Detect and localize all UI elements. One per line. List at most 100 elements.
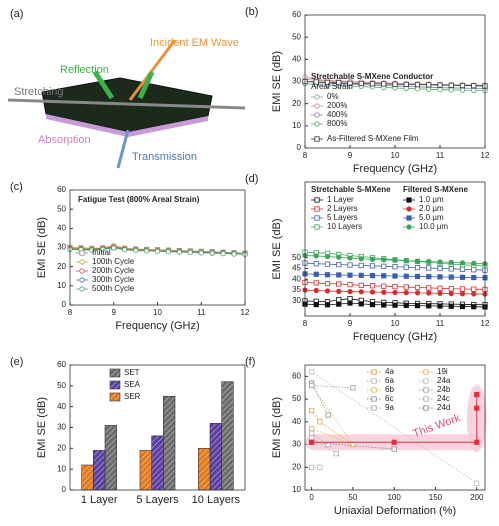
y-axis-label: EMI SE (dB) [36,397,48,458]
marker [187,249,193,256]
marker [381,81,387,87]
marker [309,426,315,432]
marker [459,266,466,272]
marker [309,439,315,445]
plot-frame [304,181,486,317]
y-tick-label: 40 [57,402,66,411]
marker [426,290,432,296]
marker [371,405,377,411]
marker [313,301,319,308]
marker [448,266,454,272]
marker [314,103,320,109]
legend-label: 2.0 µm [419,204,444,213]
marker [358,256,364,262]
y-tick-label: 50 [292,32,301,41]
y-tick-label: 50 [292,394,301,403]
marker [406,215,412,221]
marker [133,247,139,254]
marker [314,197,320,203]
marker [314,215,320,221]
marker [414,82,421,88]
marker [313,79,319,85]
y-tick-label: 30 [57,423,66,432]
marker [347,262,353,268]
marker [336,261,342,268]
marker [426,265,432,271]
marker [437,87,443,93]
transmission-label: Transmission [132,151,197,163]
marker [350,385,356,391]
y-axis-label: EMI SE (dB) [271,51,283,112]
y-tick-label: 60 [57,360,66,369]
bar [209,423,222,491]
marker [324,302,331,308]
legend-label: 200% [327,101,347,110]
marker [426,303,432,309]
legend-label: 24c [437,394,450,403]
y-tick-label: 40 [292,274,301,283]
reflection-arrow [137,70,155,100]
y-axis-label: EMI SE (dB) [36,217,48,278]
incident-label: Incident EM Wave [150,37,239,49]
x-tick-label: 8 [68,308,73,317]
chart-panel: (f) 10 20 30 40 50 60 0 50 100 150 200 EMI SE (dB) Un… [245,356,487,517]
y-tick-label: 20 [292,99,301,108]
marker [347,282,353,288]
marker [423,369,429,375]
marker [79,250,85,256]
marker [471,267,477,273]
legend-label: 24b [437,385,451,394]
marker [414,86,421,92]
y-tick-label: 60 [292,371,301,380]
reflection-label: Reflection [60,64,109,76]
bar [81,464,94,491]
marker [313,253,319,259]
legend-swatch [109,368,121,378]
legend-title: Stretchable S-MXene Conductor [311,72,433,81]
marker [448,259,454,265]
marker [381,257,387,263]
reflection-arrow [92,70,115,100]
x-tick-label: 11 [436,151,445,160]
marker [414,290,421,296]
plot-frame [304,14,486,149]
marker [347,300,353,306]
marker [317,419,323,425]
marker [423,405,429,411]
marker [314,112,320,118]
marker [471,274,477,281]
x-tick-label: 10 [391,151,400,160]
marker [448,290,454,297]
marker [471,286,477,292]
marker [437,265,443,272]
y-tick-label: 0 [62,300,67,309]
marker [471,304,477,310]
marker [79,268,85,274]
chart-panel: (e) 0 10 20 30 40 50 60 EMI SE (dB) 1 Layer 5 Laye… [10,356,246,506]
marker [198,250,204,256]
chart-title: Fatigue Test (800% Areal Strain) [78,195,200,204]
x-tick-label: 8 [303,151,308,160]
legend-label: 400% [327,110,347,119]
marker [403,264,409,270]
marker [437,290,443,296]
marker [369,289,376,295]
marker [381,283,387,289]
marker [471,260,477,266]
marker [474,480,480,486]
panel-label: (f) [245,356,255,368]
marker [314,136,320,142]
y-tick-label: 40 [292,417,301,426]
marker [336,281,342,287]
marker [471,83,477,89]
incident-arrow [128,39,177,101]
marker [347,255,353,261]
marker [403,302,409,309]
marker [79,277,85,283]
marker [371,396,377,402]
marker [391,446,397,452]
bar [104,425,117,491]
marker [371,378,377,384]
x-tick-label: 12 [481,151,490,160]
